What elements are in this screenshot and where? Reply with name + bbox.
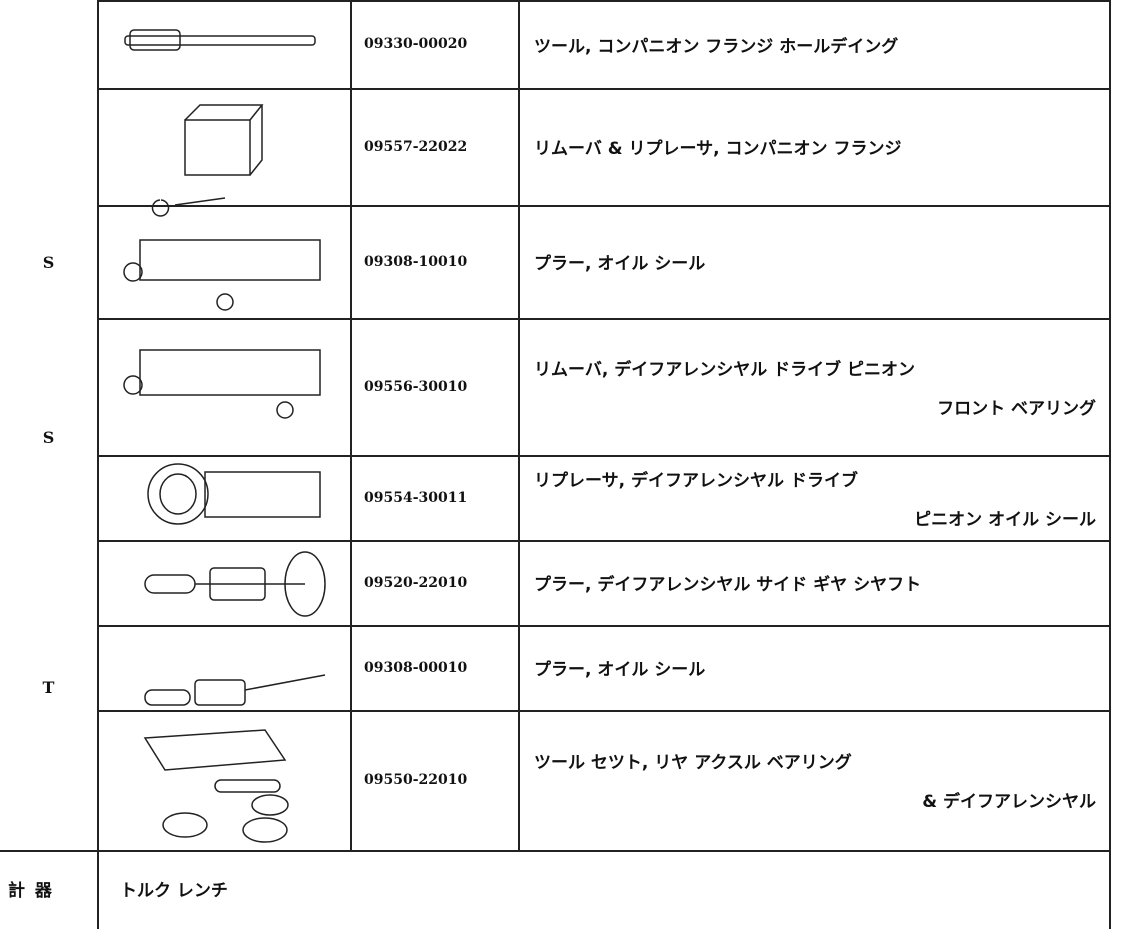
description-line: ツール, コンパニオン フランジ ホールデイング bbox=[534, 36, 899, 57]
rule bbox=[97, 455, 1110, 457]
group-label: S bbox=[42, 253, 55, 272]
description-line: リムーバ, デイフアレンシヤル ドライブ ピニオン bbox=[534, 359, 916, 380]
description-line: リプレーサ, デイフアレンシヤル ドライブ bbox=[534, 470, 858, 491]
description: リプレーサ, デイフアレンシヤル ドライブピニオン オイル シール bbox=[518, 455, 1108, 540]
description-line: ピニオン オイル シール bbox=[914, 509, 1096, 530]
part-number: 09330-00020 bbox=[364, 36, 468, 52]
rule bbox=[97, 205, 1110, 207]
description: プラー, オイル シール bbox=[518, 625, 1108, 710]
description: ツール セツト, リヤ アクスル ベアリング & デイフアレンシヤル bbox=[518, 710, 1108, 850]
rule bbox=[0, 850, 1110, 852]
description-line: & デイフアレンシヤル bbox=[922, 792, 1096, 812]
description: リムーバ, デイフアレンシヤル ドライブ ピニオン フロント ベアリング bbox=[518, 318, 1108, 455]
description-line: プラー, オイル シール bbox=[534, 660, 706, 680]
description: ツール, コンパニオン フランジ ホールデイング bbox=[518, 0, 1108, 88]
part-number: 09556-30010 bbox=[364, 378, 468, 395]
part-number: 09550-22010 bbox=[364, 772, 468, 788]
part-number: 09557-22022 bbox=[364, 138, 468, 155]
rule bbox=[97, 0, 99, 929]
rule bbox=[350, 0, 352, 850]
description: プラー, オイル シール bbox=[518, 205, 1108, 318]
description-line: プラー, オイル シール bbox=[534, 254, 706, 274]
part-number: 09520-22010 bbox=[364, 574, 468, 591]
rule bbox=[97, 710, 1110, 712]
rule bbox=[518, 0, 520, 850]
group-label: T bbox=[42, 678, 55, 697]
description-line: フロント ベアリング bbox=[937, 398, 1096, 419]
rule bbox=[97, 625, 1110, 627]
footer-text: トルク レンチ bbox=[120, 881, 228, 901]
rule bbox=[1109, 0, 1111, 929]
part-number: 09554-30011 bbox=[364, 489, 468, 506]
footer-label: 計 器 bbox=[8, 881, 54, 901]
rule bbox=[97, 88, 1110, 90]
rule bbox=[97, 318, 1110, 320]
description: プラー, デイフアレンシヤル サイド ギヤ シヤフト bbox=[518, 540, 1108, 625]
part-number: 09308-10010 bbox=[364, 253, 468, 270]
description: リムーバ & リプレーサ, コンパニオン フランジ bbox=[518, 88, 1108, 205]
description-line: ツール セツト, リヤ アクスル ベアリング bbox=[534, 753, 852, 773]
part-number: 09308-00010 bbox=[364, 659, 468, 676]
rule bbox=[97, 0, 1110, 2]
description-line: リムーバ & リプレーサ, コンパニオン フランジ bbox=[534, 139, 902, 159]
group-label: S bbox=[42, 428, 55, 447]
rule bbox=[97, 540, 1110, 542]
description-line: プラー, デイフアレンシヤル サイド ギヤ シヤフト bbox=[534, 575, 922, 595]
